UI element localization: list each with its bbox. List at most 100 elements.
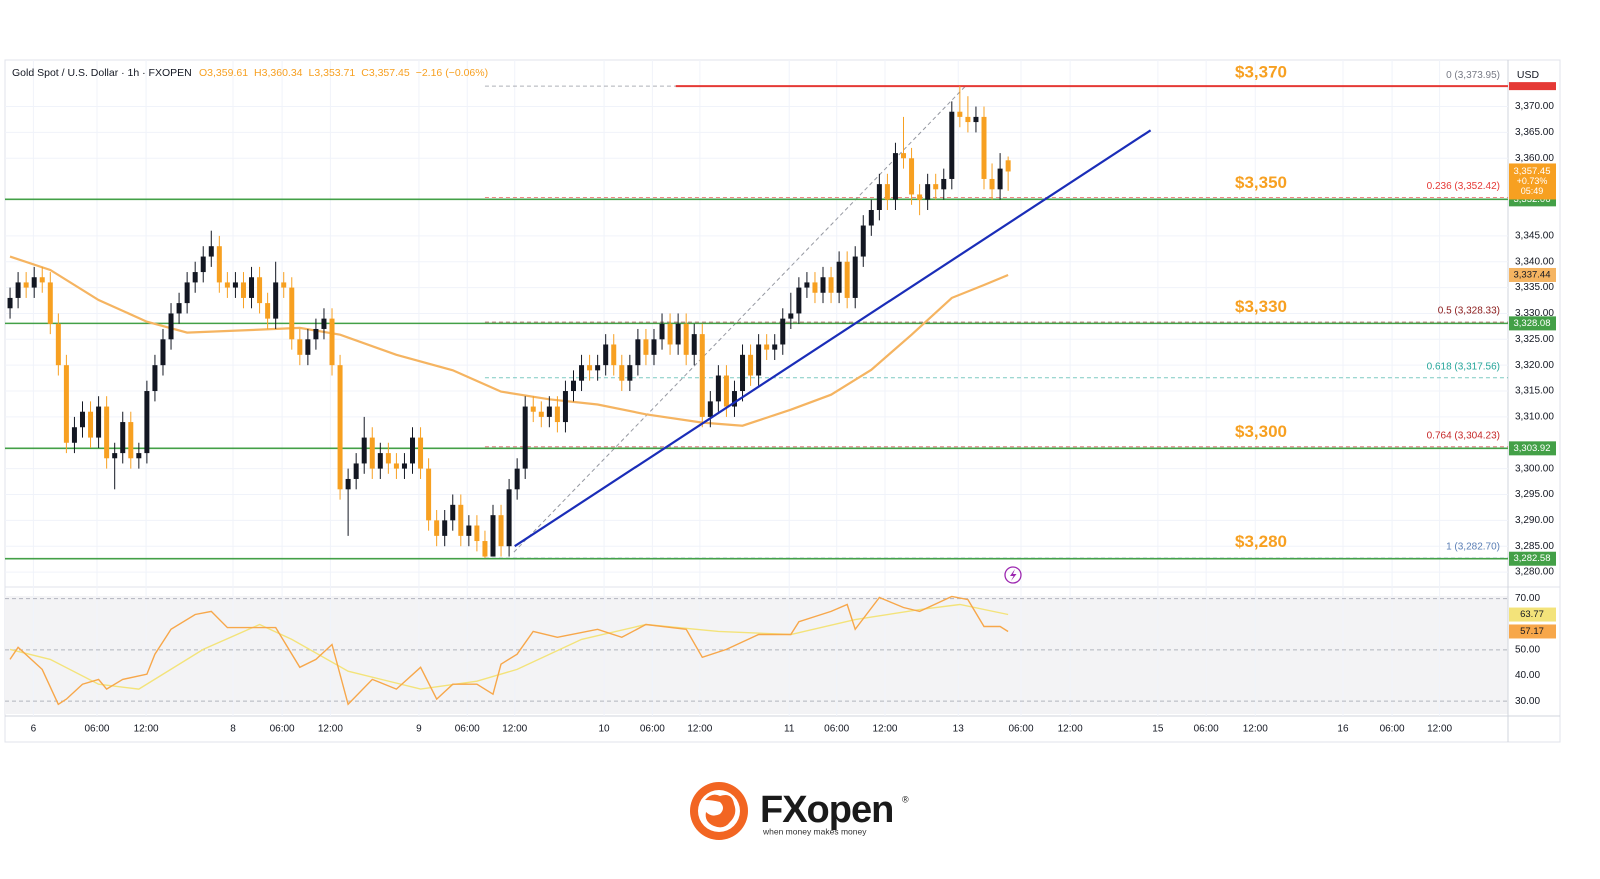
candle-body — [434, 520, 440, 536]
currency: USD — [1517, 69, 1540, 81]
candle-body — [289, 287, 295, 340]
candle-body — [321, 318, 327, 329]
x-tick-label: 06:00 — [640, 724, 665, 735]
brand-mark: ® — [902, 794, 909, 804]
candle-body — [643, 339, 649, 355]
candle-body — [546, 406, 552, 417]
candle-body — [490, 515, 496, 557]
rsi-line-label: 57.17 — [1520, 626, 1544, 637]
rsi-line — [9, 595, 1009, 706]
candle-body — [731, 391, 737, 407]
x-tick-label: 9 — [416, 724, 422, 735]
candle-body — [997, 168, 1003, 190]
fib-label: 1 (3,282.70) — [1446, 542, 1500, 553]
candle-body — [788, 313, 794, 319]
candle-body — [659, 323, 665, 340]
candle-body — [337, 365, 343, 490]
candle-body — [715, 375, 721, 402]
resistance-name: $3,370 — [1235, 63, 1287, 82]
y-tick-label: 3,300.00 — [1515, 463, 1554, 474]
candle-body — [361, 437, 367, 464]
x-tick-label: 16 — [1337, 724, 1349, 735]
candle-body — [192, 272, 198, 283]
fib-diagonal — [513, 85, 966, 553]
brand-name: FXopen — [760, 789, 893, 831]
x-tick-label: 06:00 — [1380, 724, 1405, 735]
y-tick-label: 3,340.00 — [1515, 256, 1554, 267]
x-tick-label: 06:00 — [270, 724, 295, 735]
candle-body — [418, 437, 424, 469]
level-box — [1509, 551, 1556, 566]
candle-body — [55, 323, 61, 366]
rsi-signal — [9, 603, 1009, 690]
level-name: $3,350 — [1235, 173, 1287, 192]
candle-body — [901, 153, 907, 159]
candle-body — [570, 380, 576, 392]
candle-body — [651, 339, 657, 355]
candle-body — [31, 277, 37, 288]
x-tick-label: 06:00 — [1009, 724, 1034, 735]
candle-body — [136, 453, 142, 459]
candle-body — [748, 354, 754, 376]
resistance-box — [1509, 82, 1556, 91]
candle-body — [723, 375, 729, 407]
candle-body — [844, 261, 850, 298]
level-name: $3,330 — [1235, 297, 1287, 316]
candle-body — [860, 225, 866, 257]
candle-body — [200, 256, 206, 273]
candle-body — [756, 344, 762, 376]
candle-body — [458, 504, 464, 536]
candle-body — [208, 246, 214, 257]
candle-body — [63, 365, 69, 443]
candle-body — [353, 463, 359, 479]
last-price-label: 3,357.45 — [1514, 166, 1551, 177]
y-tick-label: 3,280.00 — [1515, 567, 1554, 578]
candle-body — [603, 344, 609, 366]
x-tick-label: 06:00 — [84, 724, 109, 735]
level-box — [1509, 316, 1556, 331]
candle-body — [699, 334, 705, 417]
candle-body — [957, 111, 963, 117]
candle-body — [128, 422, 134, 459]
candle-body — [224, 282, 230, 288]
candle-body — [273, 282, 279, 319]
candle-body — [892, 153, 898, 200]
candle-body — [812, 282, 818, 293]
ma-label: 3,337.44 — [1514, 269, 1551, 280]
x-tick-label: 12:00 — [502, 724, 527, 735]
x-tick-label: 13 — [953, 724, 965, 735]
candle-body — [820, 277, 826, 293]
candle-body — [764, 344, 770, 350]
candle-body — [79, 411, 85, 428]
candle-body — [313, 328, 319, 340]
candle-body — [232, 282, 238, 288]
y-tick-label: 3,285.00 — [1515, 541, 1554, 552]
x-tick-label: 12:00 — [1427, 724, 1452, 735]
candle-body — [7, 297, 13, 309]
candle-body — [426, 468, 432, 521]
level-label: 3,282.58 — [1514, 553, 1551, 564]
candle-body — [828, 277, 834, 293]
level-name: $3,300 — [1235, 422, 1287, 441]
alert-icon[interactable] — [1004, 566, 1022, 584]
candle-body — [965, 116, 971, 123]
ohlc-value: −2.16 (−0.06%) — [416, 67, 488, 79]
candle-body — [909, 158, 915, 195]
candle-body — [933, 184, 939, 190]
rsi-signal-box — [1509, 607, 1556, 622]
rsi-pane — [5, 596, 1508, 714]
candle-body — [949, 111, 955, 179]
x-tick-label: 11 — [784, 724, 795, 735]
ma-box — [1509, 267, 1556, 282]
x-tick-label: 10 — [599, 724, 611, 735]
marks — [5, 85, 1508, 706]
y-tick-label: 3,315.00 — [1515, 386, 1554, 397]
candle-body — [88, 411, 94, 438]
candle-body — [675, 323, 681, 345]
candle-body — [345, 478, 351, 490]
ohlc-legend: O3,359.61 H3,360.34 L3,353.71 C3,357.45 −2.1… — [199, 67, 488, 79]
candle-body — [47, 282, 53, 324]
x-tick-label: 06:00 — [824, 724, 849, 735]
candle-body — [401, 463, 407, 469]
